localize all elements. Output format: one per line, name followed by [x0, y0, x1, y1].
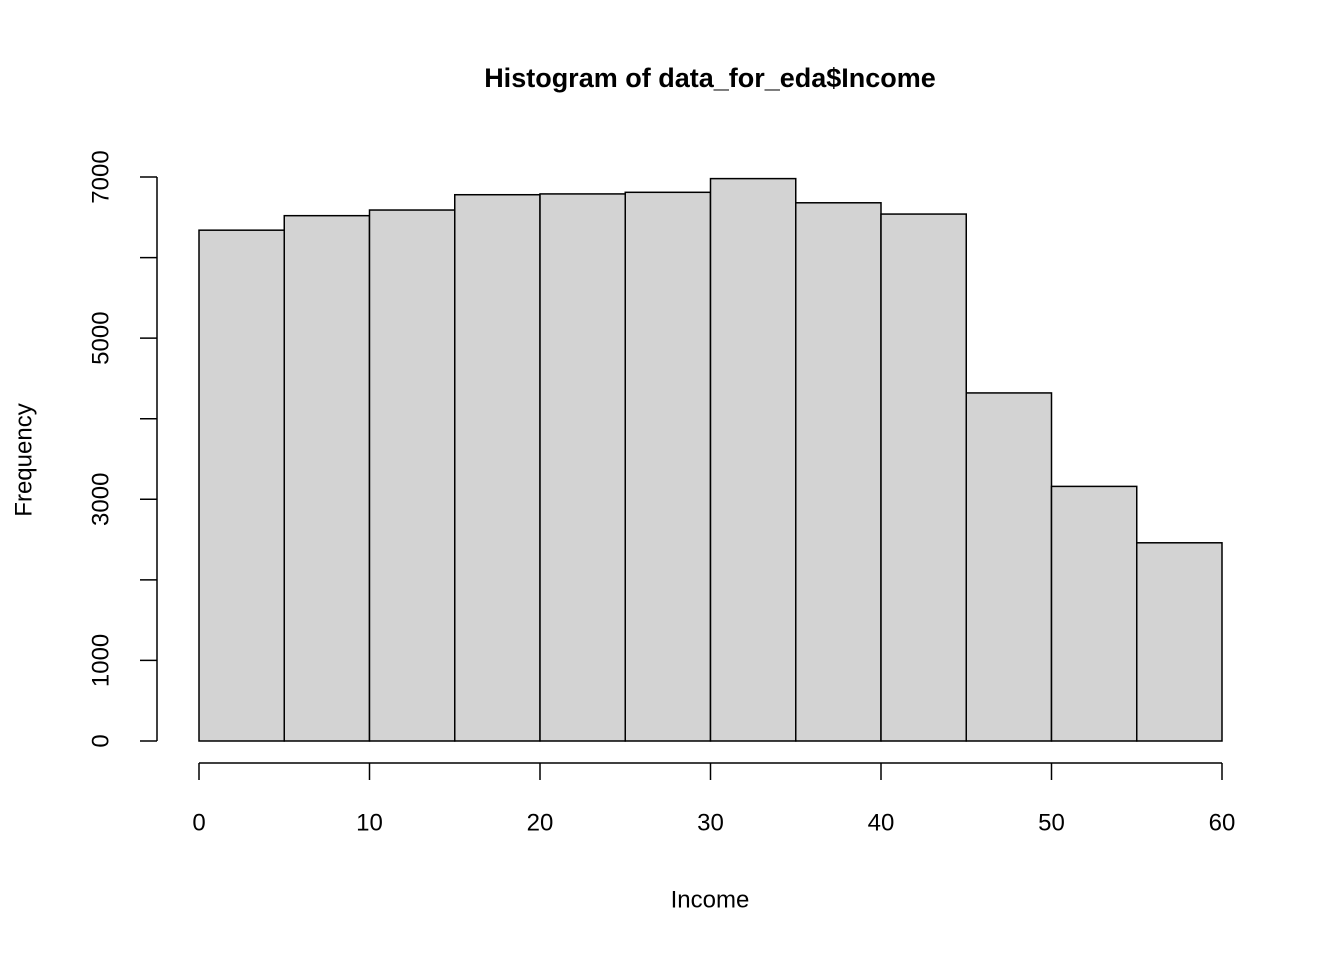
bar [539, 193, 626, 742]
bar [880, 213, 967, 742]
bar [1050, 485, 1138, 742]
y-tick-label: 7000 [87, 150, 114, 203]
x-tick-label: 50 [1038, 809, 1065, 836]
bar [454, 193, 541, 742]
bar [283, 214, 371, 742]
x-tick-label: 40 [868, 809, 895, 836]
bar [368, 209, 456, 742]
bar [624, 191, 712, 742]
y-tick-label: 3000 [87, 473, 114, 526]
y-tick-label: 1000 [87, 634, 114, 687]
y-axis-label: Frequency [10, 403, 37, 516]
y-tick-label: 5000 [87, 311, 114, 364]
x-tick-label: 60 [1209, 809, 1236, 836]
bar [709, 177, 797, 742]
x-tick-label: 10 [356, 809, 383, 836]
bar [198, 229, 285, 742]
bar [1136, 542, 1223, 742]
chart-title: Histogram of data_for_eda$Income [484, 63, 936, 93]
x-tick-label: 0 [192, 809, 205, 836]
bar [965, 392, 1053, 742]
y-tick-label: 0 [87, 734, 114, 747]
bar [795, 202, 882, 742]
x-tick-label: 20 [527, 809, 554, 836]
x-tick-label: 30 [697, 809, 724, 836]
x-axis-label: Income [671, 886, 750, 913]
